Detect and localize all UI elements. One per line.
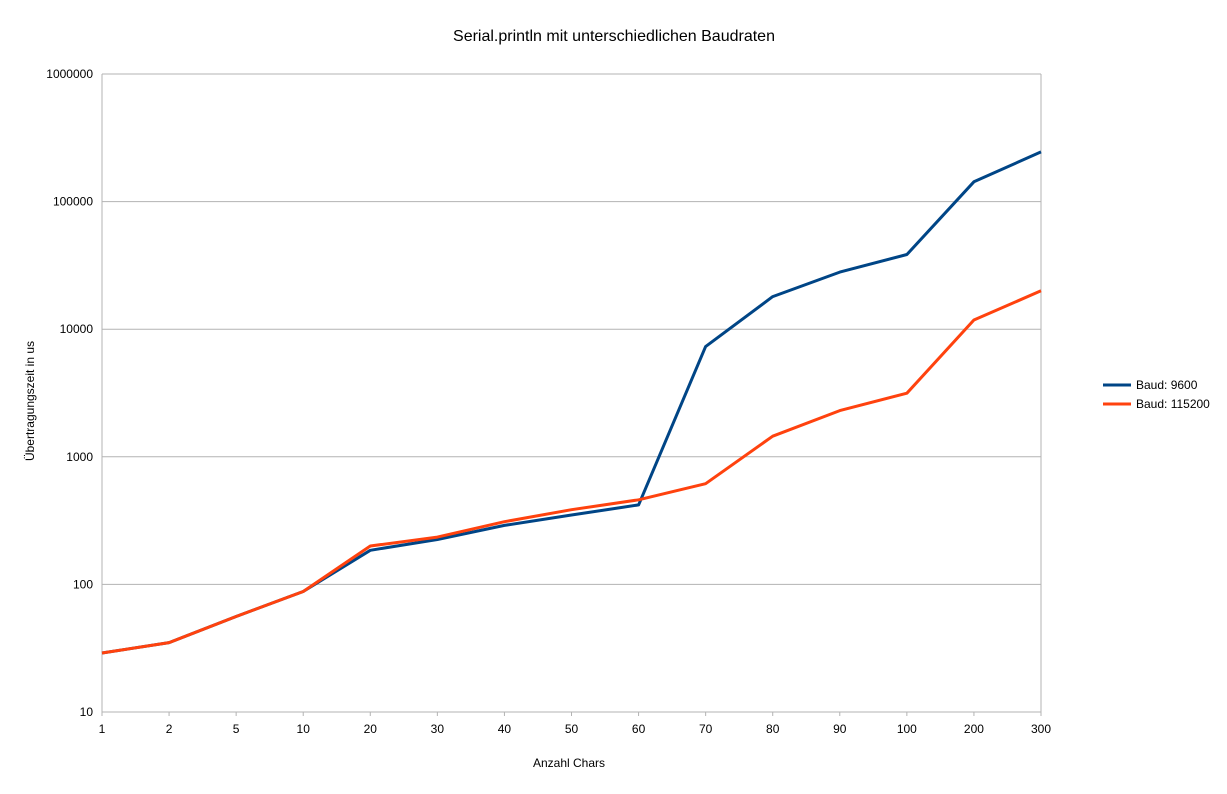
x-tick-label: 60 (632, 722, 646, 736)
x-tick-label: 70 (699, 722, 713, 736)
x-tick-labels: 1 2 5 10 20 30 40 50 60 70 80 90 100 200 300 (99, 722, 1052, 736)
x-tick-label: 20 (364, 722, 378, 736)
series-line-baud-115200 (101, 289, 1042, 655)
y-tick-label: 1000000 (46, 67, 93, 81)
x-tick-label: 90 (833, 722, 847, 736)
series-line-baud-9600 (101, 150, 1042, 655)
y-axis-label: Übertragungszeit in us (23, 341, 37, 461)
legend-label: Baud: 115200 (1136, 397, 1210, 411)
x-tick-label: 1 (99, 722, 106, 736)
x-tick-label: 200 (964, 722, 984, 736)
y-tick-label: 1000 (66, 450, 93, 464)
x-tick-label: 30 (431, 722, 445, 736)
x-tick-label: 300 (1031, 722, 1051, 736)
x-tick-label: 5 (233, 722, 240, 736)
x-tick-label: 10 (297, 722, 311, 736)
x-tick-label: 100 (897, 722, 917, 736)
x-tick-label: 40 (498, 722, 512, 736)
y-tick-label: 100 (73, 577, 93, 591)
x-tick-label: 80 (766, 722, 780, 736)
legend-label: Baud: 9600 (1136, 378, 1198, 392)
y-tick-label: 10 (80, 705, 94, 719)
chart-title: Serial.println mit unterschiedlichen Bau… (453, 28, 775, 45)
grid (102, 73, 1041, 713)
x-tick-label: 2 (166, 722, 173, 736)
y-tick-labels: 10 100 1000 10000 100000 1000000 (46, 67, 93, 719)
legend: Baud: 9600 Baud: 115200 (1103, 378, 1210, 411)
x-tick-label: 50 (565, 722, 579, 736)
axes (101, 74, 1042, 716)
y-tick-label: 10000 (60, 322, 94, 336)
y-tick-label: 100000 (53, 195, 93, 209)
x-axis-label: Anzahl Chars (533, 756, 605, 770)
series-lines (101, 150, 1042, 655)
